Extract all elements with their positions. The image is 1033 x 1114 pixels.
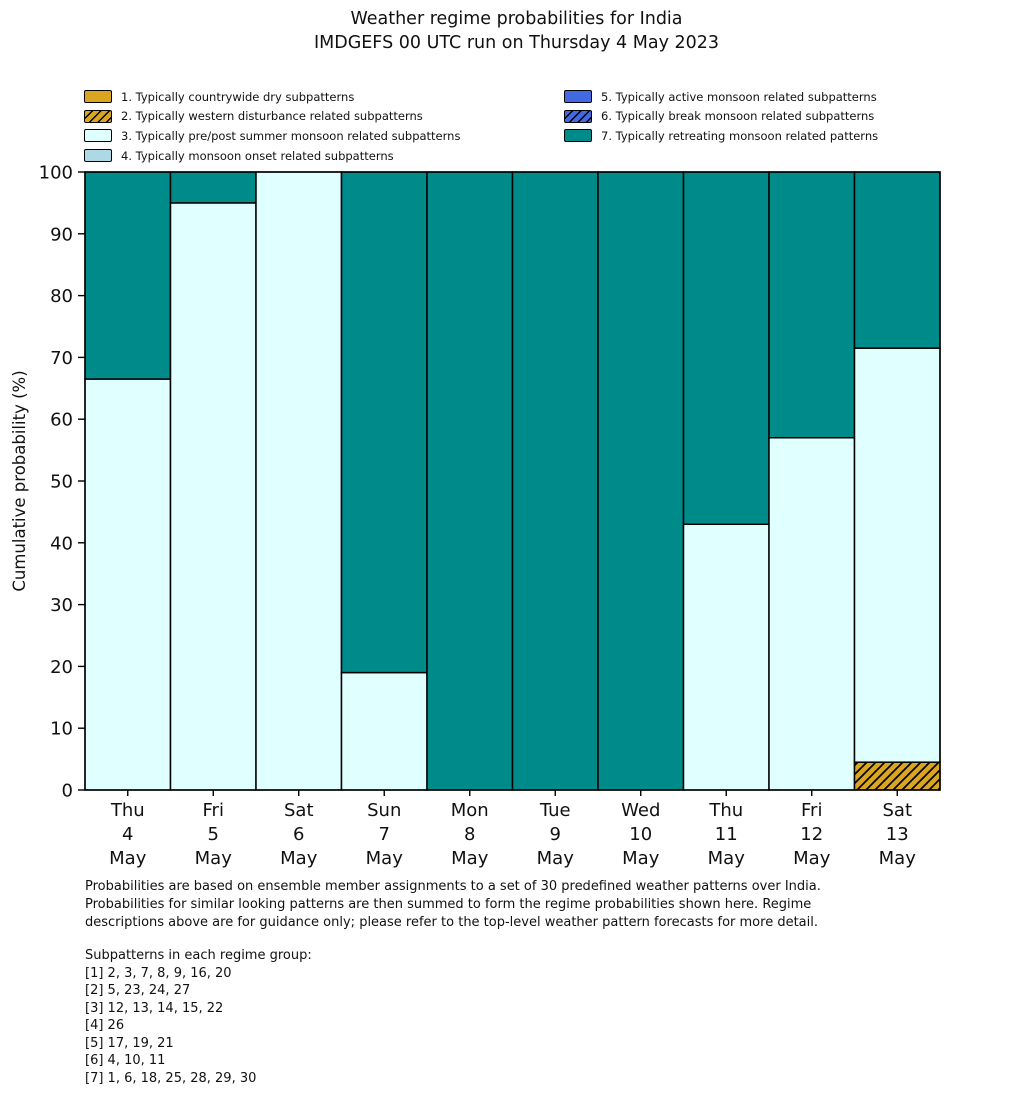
chart-title-line1: Weather regime probabilities for India [350,9,683,29]
x-tick-label: Thu [708,800,743,821]
x-tick-label: Fri [203,800,224,821]
legend-item: 5. Typically active monsoon related subp… [564,87,878,107]
y-tick-label: 90 [50,224,73,245]
y-tick-label: 80 [50,286,73,307]
x-tick-label: Sat [882,800,912,821]
legend-item: 7. Typically retreating monsoon related … [564,126,878,146]
x-tick-label: May [451,848,489,869]
x-tick-label: 12 [800,824,823,845]
bar-segment [853,171,941,349]
legend-label: 1. Typically countrywide dry subpatterns [121,89,355,104]
legend-label: 5. Typically active monsoon related subp… [601,89,877,104]
chart-title-line2: IMDGEFS 00 UTC run on Thursday 4 May 202… [313,33,720,53]
bar-segment [169,171,257,204]
legend-item: 2. Typically western disturbance related… [84,107,460,127]
y-tick-label: 70 [50,348,73,369]
legend-swatch [84,149,112,163]
x-tick-label: 11 [715,824,738,845]
footer-paragraph: Probabilities are based on ensemble memb… [85,879,821,930]
x-tick-label: 4 [122,824,133,845]
x-tick-label: May [280,848,318,869]
bar-segment [340,171,428,674]
x-tick-label: Fri [801,800,822,821]
bar-segment [511,171,599,791]
x-tick-label: 9 [550,824,561,845]
x-tick-label: 8 [464,824,475,845]
x-tick-label: May [622,848,660,869]
bar-segment [169,202,257,791]
legend-item: 1. Typically countrywide dry subpatterns [84,87,460,107]
bar-segment [853,347,941,763]
subpatterns-list: Subpatterns in each regime group: [1] 2,… [85,948,312,1086]
legend-swatch [564,90,592,104]
bar-segment [597,171,685,791]
x-tick-label: 6 [293,824,304,845]
bar-segment [853,761,941,791]
legend-item: 3. Typically pre/post summer monsoon rel… [84,126,460,146]
chart-title: Weather regime probabilities for India I… [0,7,1033,55]
legend-swatch [564,129,592,143]
x-tick-label: 7 [379,824,390,845]
x-tick-label: May [793,848,831,869]
legend-swatch [84,90,112,104]
legend-column-left: 1. Typically countrywide dry subpatterns… [84,87,460,165]
y-tick-label: 50 [50,472,73,493]
legend-swatch-hatched [564,109,592,123]
x-tick-label: Wed [621,800,660,821]
bar-segment [426,171,514,791]
x-tick-label: May [109,848,147,869]
legend-label: 4. Typically monsoon onset related subpa… [121,148,394,163]
x-tick-label: Mon [451,800,489,821]
legend-label: 3. Typically pre/post summer monsoon rel… [121,128,461,143]
bar-segment [768,436,856,791]
x-tick-label: May [537,848,575,869]
x-tick-label: Sun [367,800,401,821]
y-tick-label: 20 [50,657,73,678]
y-tick-label: 30 [50,595,73,616]
y-tick-label: 40 [50,533,73,554]
bar-segment [255,171,343,791]
y-tick-label: 0 [62,781,73,802]
x-tick-label: 5 [208,824,219,845]
x-tick-label: May [366,848,404,869]
legend-label: 6. Typically break monsoon related subpa… [601,109,875,124]
x-tick-label: 10 [629,824,652,845]
x-tick-label: 13 [886,824,909,845]
legend-swatch [84,129,112,143]
x-tick-label: May [879,848,917,869]
x-tick-label: Tue [539,800,571,821]
bar-segment [682,523,770,791]
bar-segment [682,171,770,526]
legend-item: 6. Typically break monsoon related subpa… [564,107,878,127]
y-tick-label: 60 [50,410,73,431]
y-tick-label: 100 [39,163,73,184]
legend-item: 4. Typically monsoon onset related subpa… [84,146,460,166]
chart-svg: 0 10 20 30 40 50 60 70 80 90 100 Thu 4 May Fri 5 May Sat 6… [10,163,941,869]
legend-swatch-hatched [84,109,112,123]
bar-segment [84,378,172,791]
y-tick-label: 10 [50,719,73,740]
x-tick-label: Thu [110,800,145,821]
x-tick-label: May [195,848,233,869]
legend-label: 2. Typically western disturbance related… [121,109,423,124]
legend-column-right: 5. Typically active monsoon related subp… [564,87,878,146]
legend-label: 7. Typically retreating monsoon related … [601,128,879,143]
bar-segment [768,171,856,439]
bar-segment [340,671,428,791]
y-axis-label: Cumulative probability (%) [10,370,29,591]
x-tick-label: Sat [284,800,314,821]
x-tick-label: May [708,848,746,869]
bar-segment [84,171,172,380]
